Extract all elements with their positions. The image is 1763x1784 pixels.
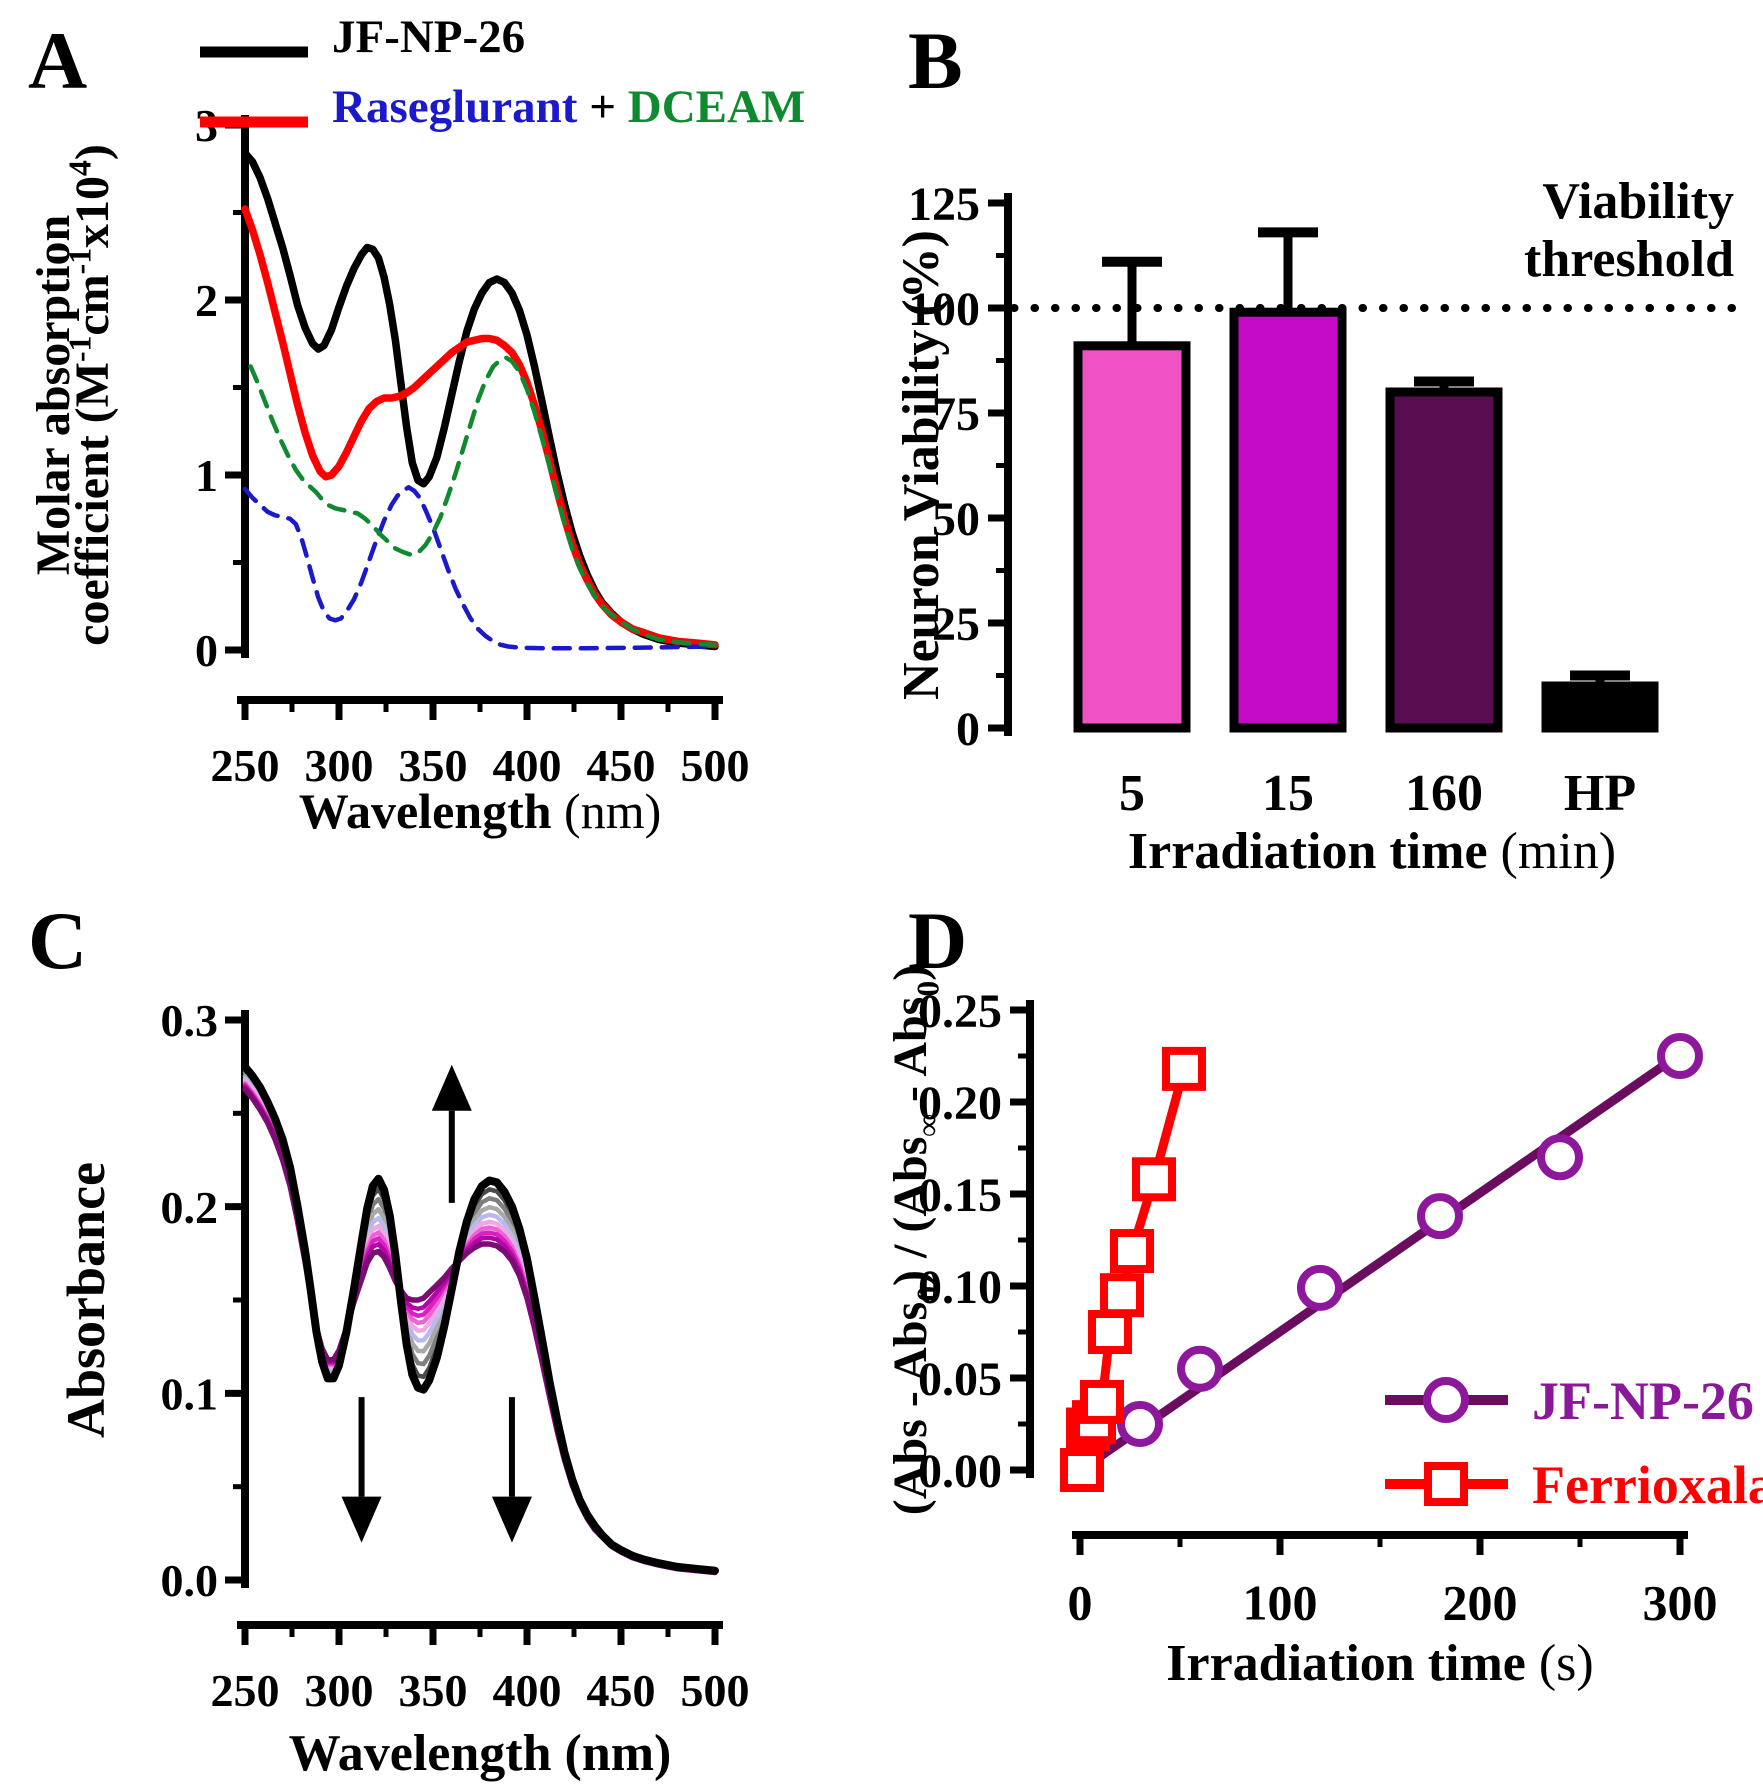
b-x-category-label: HP	[1564, 765, 1636, 822]
a-legend-label: Raseglurant + DCEAM	[332, 81, 805, 133]
panel-c-photolysis-spectra: 0.0 0.1 0.2 0.3 250 300 350 400 450 500 Absorbance…	[0, 880, 880, 1784]
d-marker-ferrioxalate	[1060, 1448, 1104, 1492]
b-bar-HP	[1541, 681, 1659, 733]
d-marker-ferrioxalate	[1080, 1379, 1124, 1424]
panel-d-actinometry-kinetics: 0.00 0.05 0.10 0.15 0.20 0.25 0 100 200 300 (Abs -…	[880, 880, 1763, 1784]
d-x-axis-tick-label: 0	[1068, 1575, 1093, 1631]
panel-b-neuron-viability: 0 25 50 75 100 125 Neuron Viability (%) Viabili…	[880, 0, 1763, 880]
c-arrow-head-down-icon	[491, 1496, 532, 1543]
b-y-axis-tick-label: 50	[932, 493, 980, 546]
b-y-axis-tick-label: 25	[932, 598, 980, 651]
d-marker-ferrioxalate	[1162, 1046, 1206, 1091]
a-x-axis-tick-label: 450	[587, 740, 656, 791]
panel-a-chart: 0123250300350400450500Molar absorptionco…	[27, 11, 805, 839]
a-x-axis-tick-label: 350	[399, 740, 468, 791]
d-y-title: (Abs - Abs0) / (Abs∞ - Abs0)	[884, 965, 945, 1515]
b-x-category-label: 5	[1119, 765, 1145, 822]
c-y-axis-tick-label: 0.2	[161, 1182, 219, 1233]
panel-d-chart: 0.00 0.05 0.10 0.15 0.20 0.25 0 100 200 300 (Abs -…	[884, 965, 1763, 1692]
d-fit-line-jf-np-26	[1081, 1049, 1685, 1471]
d-x-axis-tick-label: 200	[1443, 1575, 1518, 1631]
c-y-title: Absorbance	[56, 1162, 116, 1438]
d-legend-label-ferrioxalate: Ferrioxalate	[1532, 1455, 1763, 1515]
a-x-axis-tick-label: 500	[681, 740, 750, 791]
d-x-axis-tick-label: 100	[1243, 1575, 1318, 1631]
a-x-title: Wavelength (nm)	[299, 783, 662, 839]
d-marker-jf-np-26	[1117, 1401, 1163, 1447]
a-y-axis-tick-label: 0	[195, 625, 218, 676]
b-y-axis-tick-label: 75	[932, 388, 980, 441]
c-x-title: Wavelength (nm)	[289, 1725, 672, 1782]
b-bar-160	[1385, 387, 1503, 733]
d-marker-jf-np-26	[1537, 1134, 1583, 1181]
panel-c-chart: 0.0 0.1 0.2 0.3 250 300 350 400 450 500 Absorbance…	[56, 995, 750, 1782]
panel-a-absorption-spectra: 0123250300350400450500Molar absorptionco…	[0, 0, 880, 880]
b-threshold-label: Viability	[1542, 173, 1734, 230]
a-y-axis-tick-label: 2	[195, 275, 218, 326]
d-x-title: Irradiation time (s)	[1166, 1635, 1593, 1692]
d-marker-jf-np-26	[1297, 1264, 1343, 1311]
c-x-axis-tick-label: 300	[305, 1665, 374, 1716]
d-marker-jf-np-26	[1417, 1193, 1463, 1240]
d-marker-ferrioxalate	[1100, 1273, 1144, 1318]
b-x-category-label: 160	[1405, 765, 1483, 822]
b-threshold-label: threshold	[1524, 231, 1734, 288]
a-x-axis-tick-label: 250	[211, 740, 280, 791]
d-y-axis-tick-label: 0.00	[918, 1445, 1002, 1498]
c-x-axis-tick-label: 500	[681, 1665, 750, 1716]
d-marker-ferrioxalate	[1110, 1229, 1154, 1274]
a-y-axis-tick-label: 1	[195, 450, 218, 501]
a-series-dceam	[248, 355, 718, 648]
b-y-axis-tick-label: 0	[956, 703, 980, 756]
a-y-title-line1: Molar absorption	[27, 215, 80, 575]
c-y-axis-tick-label: 0.3	[161, 995, 219, 1046]
b-x-title: Irradiation time (min)	[1128, 823, 1616, 880]
c-y-axis-tick-label: 0.1	[161, 1368, 219, 1419]
panel-label-c: C	[28, 895, 88, 986]
c-x-axis-tick-label: 450	[587, 1665, 656, 1716]
b-y-axis-tick-label: 100	[908, 283, 980, 336]
d-legend-label-jf-np-26: JF-NP-26	[1532, 1371, 1754, 1431]
d-y-axis-tick-label: 0.20	[918, 1077, 1002, 1130]
panel-label-d: D	[908, 895, 968, 986]
c-arrow-head-up-icon	[431, 1064, 472, 1111]
c-x-axis-tick-label: 250	[211, 1665, 280, 1716]
d-y-axis-tick-label: 0.15	[918, 1169, 1002, 1222]
d-marker-jf-np-26	[1177, 1345, 1223, 1392]
panel-label-b: B	[908, 15, 963, 106]
c-arrow-head-down-icon	[341, 1496, 382, 1543]
d-y-axis-tick-label: 0.10	[918, 1261, 1002, 1314]
d-marker-ferrioxalate	[1132, 1157, 1176, 1202]
d-marker-jf-np-26	[1657, 1033, 1703, 1079]
c-x-axis-tick-label: 350	[399, 1665, 468, 1716]
a-series-raseglurant-dceam	[241, 205, 719, 649]
a-y-title-line2: coefficient (M-1cm-1x104)	[63, 144, 119, 646]
d-legend-marker-circle-icon	[1423, 1377, 1469, 1423]
panel-label-a: A	[28, 15, 88, 106]
d-marker-ferrioxalate	[1088, 1310, 1132, 1354]
a-x-axis-tick-label: 400	[493, 740, 562, 791]
d-legend-marker-square-icon	[1424, 1462, 1468, 1506]
c-x-axis-tick-label: 400	[493, 1665, 562, 1716]
a-x-axis-tick-label: 300	[305, 740, 374, 791]
c-y-axis-tick-label: 0.0	[161, 1555, 219, 1606]
c-series-initial	[241, 1062, 719, 1575]
d-x-axis-tick-label: 300	[1643, 1575, 1718, 1631]
d-y-axis-tick-label: 0.05	[918, 1353, 1002, 1406]
a-legend-label: JF-NP-26	[332, 11, 525, 63]
b-bar-5	[1073, 341, 1191, 733]
b-x-category-label: 15	[1262, 765, 1314, 822]
b-bar-15	[1229, 307, 1347, 733]
b-y-title: Neuron Viability (%)	[893, 230, 950, 700]
a-series-raseglurant	[242, 485, 718, 651]
d-y-axis-tick-label: 0.25	[918, 985, 1002, 1038]
b-y-axis-tick-label: 125	[908, 178, 980, 231]
